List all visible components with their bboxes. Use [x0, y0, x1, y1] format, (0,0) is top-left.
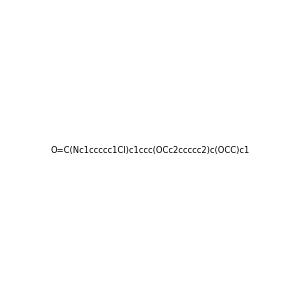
Text: O=C(Nc1ccccc1Cl)c1ccc(OCc2ccccc2)c(OCC)c1: O=C(Nc1ccccc1Cl)c1ccc(OCc2ccccc2)c(OCC)c… — [50, 146, 250, 154]
